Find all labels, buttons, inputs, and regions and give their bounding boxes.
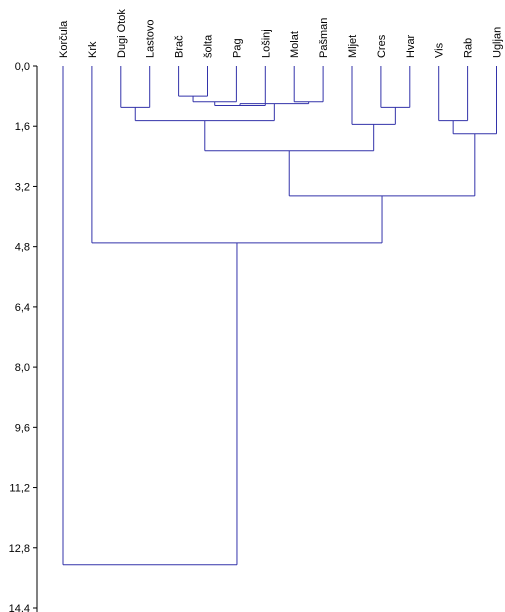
leaf-label: Krk bbox=[87, 41, 99, 58]
leaf-label: Korčula bbox=[58, 20, 70, 58]
leaf-label: Pašman bbox=[318, 18, 330, 58]
leaf-label: Molat bbox=[289, 31, 301, 58]
leaf-label: šolta bbox=[203, 34, 215, 58]
leaf-label: Lastovo bbox=[145, 19, 157, 58]
y-tick-label: 12,8 bbox=[9, 543, 30, 555]
leaf-label: Lošinj bbox=[260, 29, 272, 58]
leaf-label: Dugi Otok bbox=[116, 9, 128, 58]
leaf-label: Cres bbox=[376, 34, 388, 58]
leaf-label: Hvar bbox=[405, 34, 417, 58]
leaf-label: Brač bbox=[174, 35, 186, 58]
y-tick-label: 14,4 bbox=[9, 603, 30, 612]
leaf-label: Pag bbox=[231, 38, 243, 58]
y-tick-label: 9,6 bbox=[15, 422, 30, 434]
y-tick-label: 0,0 bbox=[15, 61, 30, 73]
leaf-label: Rab bbox=[463, 38, 475, 58]
y-tick-label: 3,2 bbox=[15, 181, 30, 193]
dendrogram-links bbox=[62, 66, 497, 566]
y-axis: 0,0 1,6 3,2 4,8 6,4 8,0 9,6 11,2 12,8 14,4 bbox=[9, 61, 38, 612]
y-tick-label: 4,8 bbox=[15, 242, 30, 254]
leaf-label: Vis bbox=[434, 42, 446, 58]
leaf-label: Mljet bbox=[347, 35, 359, 58]
leaf-labels: Korčula Krk Dugi Otok Lastovo Brač šolta Pag Lo… bbox=[58, 9, 504, 58]
y-tick-label: 1,6 bbox=[15, 121, 30, 133]
leaf-label: Ugljan bbox=[492, 27, 504, 58]
y-tick-label: 6,4 bbox=[15, 302, 30, 314]
y-tick-label: 8,0 bbox=[15, 362, 30, 374]
y-tick-label: 11,2 bbox=[9, 483, 30, 495]
